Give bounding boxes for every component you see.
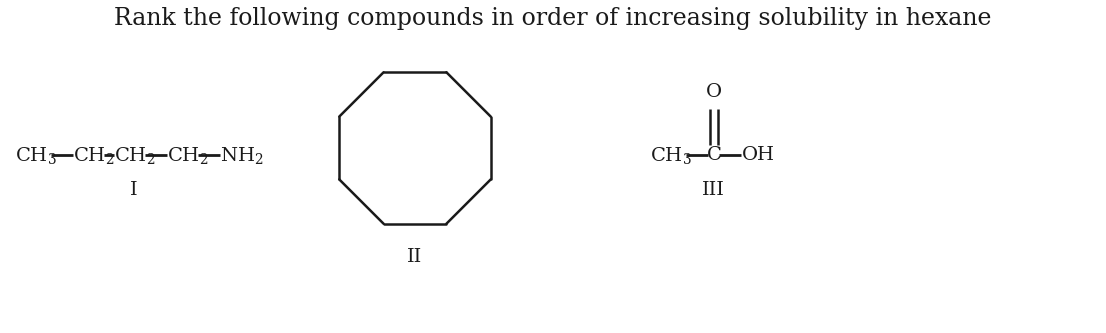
Text: Rank the following compounds in order of increasing solubility in hexane: Rank the following compounds in order of… — [114, 7, 992, 30]
Text: $\mathregular{O}$: $\mathregular{O}$ — [705, 83, 722, 101]
Text: $\mathregular{CH_3}$: $\mathregular{CH_3}$ — [15, 145, 56, 166]
Text: III: III — [702, 181, 724, 199]
Text: II: II — [407, 248, 422, 266]
Text: $\mathregular{C}$: $\mathregular{C}$ — [706, 146, 721, 164]
Text: $\mathregular{NH_2}$: $\mathregular{NH_2}$ — [220, 145, 263, 166]
Text: $\mathregular{OH}$: $\mathregular{OH}$ — [741, 146, 775, 164]
Text: $\mathregular{CH_2}$: $\mathregular{CH_2}$ — [73, 145, 114, 166]
Text: $\mathregular{CH_2}$: $\mathregular{CH_2}$ — [167, 145, 208, 166]
Text: I: I — [131, 181, 138, 199]
Text: $\mathregular{CH_2}$: $\mathregular{CH_2}$ — [114, 145, 155, 166]
Text: $\mathregular{CH_3}$: $\mathregular{CH_3}$ — [650, 145, 691, 166]
